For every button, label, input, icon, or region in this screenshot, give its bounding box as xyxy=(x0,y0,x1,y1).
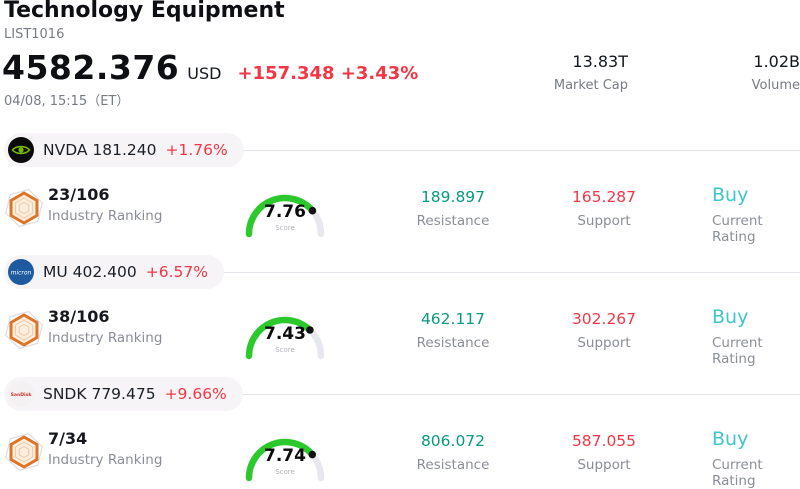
svg-text:micron: micron xyxy=(11,269,32,276)
resistance-value: 806.072 xyxy=(420,432,486,450)
score-gauge: 7.74 Score xyxy=(241,428,329,484)
volume-value: 1.02B xyxy=(753,52,800,71)
score-value: 7.43 xyxy=(264,324,306,344)
rating-block: Buy Current Rating xyxy=(712,184,800,245)
ticker-pill-row: NVDA 181.240 +1.76% xyxy=(4,133,800,167)
support-block: 165.287 Support xyxy=(541,188,667,229)
support-value: 587.055 xyxy=(571,432,637,450)
support-label: Support xyxy=(577,335,631,351)
stock-detail-row: 23/106 Industry Ranking 7.76 Score 189.8… xyxy=(0,184,800,245)
support-block: 587.055 Support xyxy=(541,432,667,473)
index-header: Technology Equipment LIST1016 4582.376 U… xyxy=(0,0,800,133)
row-divider-line xyxy=(223,271,800,273)
current-rating-label: Current Rating xyxy=(712,335,763,367)
current-rating-value[interactable]: Buy xyxy=(712,306,749,328)
stock-detail-row: 7/34 Industry Ranking 7.74 Score 806.072… xyxy=(0,428,800,489)
industry-ranking-badge-icon xyxy=(2,430,46,474)
score-gauge: 7.43 Score xyxy=(241,306,329,362)
resistance-label: Resistance xyxy=(416,213,490,229)
index-price-line: 4582.376 USD +157.348 +3.43% xyxy=(2,48,418,87)
quote-timestamp: 04/08, 15:15（ET） xyxy=(4,94,130,109)
industry-ranking-label: Industry Ranking xyxy=(48,452,163,468)
index-price: 4582.376 xyxy=(2,48,180,87)
industry-ranking-label: Industry Ranking xyxy=(48,208,163,224)
resistance-block: 462.117 Resistance xyxy=(390,310,516,351)
industry-ranking-value: 23/106 xyxy=(48,185,110,204)
market-cap-stat: 13.83T Market Cap xyxy=(554,52,628,93)
support-value: 165.287 xyxy=(571,188,637,206)
score-value: 7.76 xyxy=(264,202,306,222)
market-cap-value: 13.83T xyxy=(572,52,628,71)
support-block: 302.267 Support xyxy=(541,310,667,351)
stock-detail-row: 38/106 Industry Ranking 7.43 Score 462.1… xyxy=(0,306,800,367)
support-value: 302.267 xyxy=(571,310,637,328)
resistance-block: 806.072 Resistance xyxy=(390,432,516,473)
rating-block: Buy Current Rating xyxy=(712,428,800,489)
sandisk-logo-icon: SanDisk xyxy=(8,381,34,407)
ticker-pill-mu[interactable]: micron MU 402.400 +6.57% xyxy=(4,255,224,289)
industry-ranking-block: 38/106 Industry Ranking xyxy=(48,307,162,346)
industry-ranking-badge-icon xyxy=(2,186,46,230)
ticker-pill-sndk[interactable]: SanDisk SNDK 779.475 +9.66% xyxy=(4,377,243,411)
stock-section-mu: micron MU 402.400 +6.57% 38/106 Industry… xyxy=(0,255,800,367)
current-rating-label: Current Rating xyxy=(712,213,763,245)
industry-ranking-label: Industry Ranking xyxy=(48,330,163,346)
current-rating-value[interactable]: Buy xyxy=(712,428,749,450)
score-label: Score xyxy=(275,468,295,476)
row-divider-line xyxy=(243,149,800,151)
industry-ranking-block: 23/106 Industry Ranking xyxy=(48,185,162,224)
volume-label: Volume xyxy=(751,78,800,93)
support-label: Support xyxy=(577,213,631,229)
market-cap-label: Market Cap xyxy=(553,78,628,93)
row-divider-line xyxy=(242,393,800,395)
ticker-pill-row: SanDisk SNDK 779.475 +9.66% xyxy=(4,377,800,411)
stock-section-sndk: SanDisk SNDK 779.475 +9.66% 7/34 Industr… xyxy=(0,377,800,489)
list-id: LIST1016 xyxy=(4,27,65,42)
score-gauge: 7.76 Score xyxy=(241,184,329,240)
resistance-block: 189.897 Resistance xyxy=(390,188,516,229)
resistance-label: Resistance xyxy=(416,457,490,473)
resistance-value: 189.897 xyxy=(420,188,486,206)
industry-ranking-value: 7/34 xyxy=(48,429,88,448)
resistance-label: Resistance xyxy=(416,335,490,351)
ticker-pill-row: micron MU 402.400 +6.57% xyxy=(4,255,800,289)
current-rating-label: Current Rating xyxy=(712,457,763,489)
micron-logo-icon: micron xyxy=(8,259,34,285)
score-value: 7.74 xyxy=(264,446,306,466)
ticker-change: +9.66% xyxy=(164,385,227,403)
ticker-price-text: SNDK 779.475 xyxy=(43,385,156,403)
ticker-change: +6.57% xyxy=(145,263,208,281)
ticker-pill-nvda[interactable]: NVDA 181.240 +1.76% xyxy=(4,133,244,167)
nvidia-logo-icon xyxy=(8,137,34,163)
page-title: Technology Equipment xyxy=(4,0,285,23)
index-change: +157.348 +3.43% xyxy=(237,63,419,84)
support-label: Support xyxy=(577,457,631,473)
industry-ranking-value: 38/106 xyxy=(48,307,110,326)
industry-ranking-badge-icon xyxy=(2,308,46,352)
ticker-price-text: MU 402.400 xyxy=(43,263,137,281)
ticker-change: +1.76% xyxy=(165,141,228,159)
currency-label: USD xyxy=(187,64,222,83)
stock-section-nvda: NVDA 181.240 +1.76% 23/106 Industry Rank… xyxy=(0,133,800,245)
current-rating-value[interactable]: Buy xyxy=(712,184,749,206)
resistance-value: 462.117 xyxy=(420,310,486,328)
industry-ranking-block: 7/34 Industry Ranking xyxy=(48,429,162,468)
svg-text:SanDisk: SanDisk xyxy=(11,392,33,398)
score-label: Score xyxy=(275,346,295,354)
volume-stat: 1.02B Volume xyxy=(752,52,800,93)
score-label: Score xyxy=(275,224,295,232)
rating-block: Buy Current Rating xyxy=(712,306,800,367)
ticker-price-text: NVDA 181.240 xyxy=(43,141,157,159)
